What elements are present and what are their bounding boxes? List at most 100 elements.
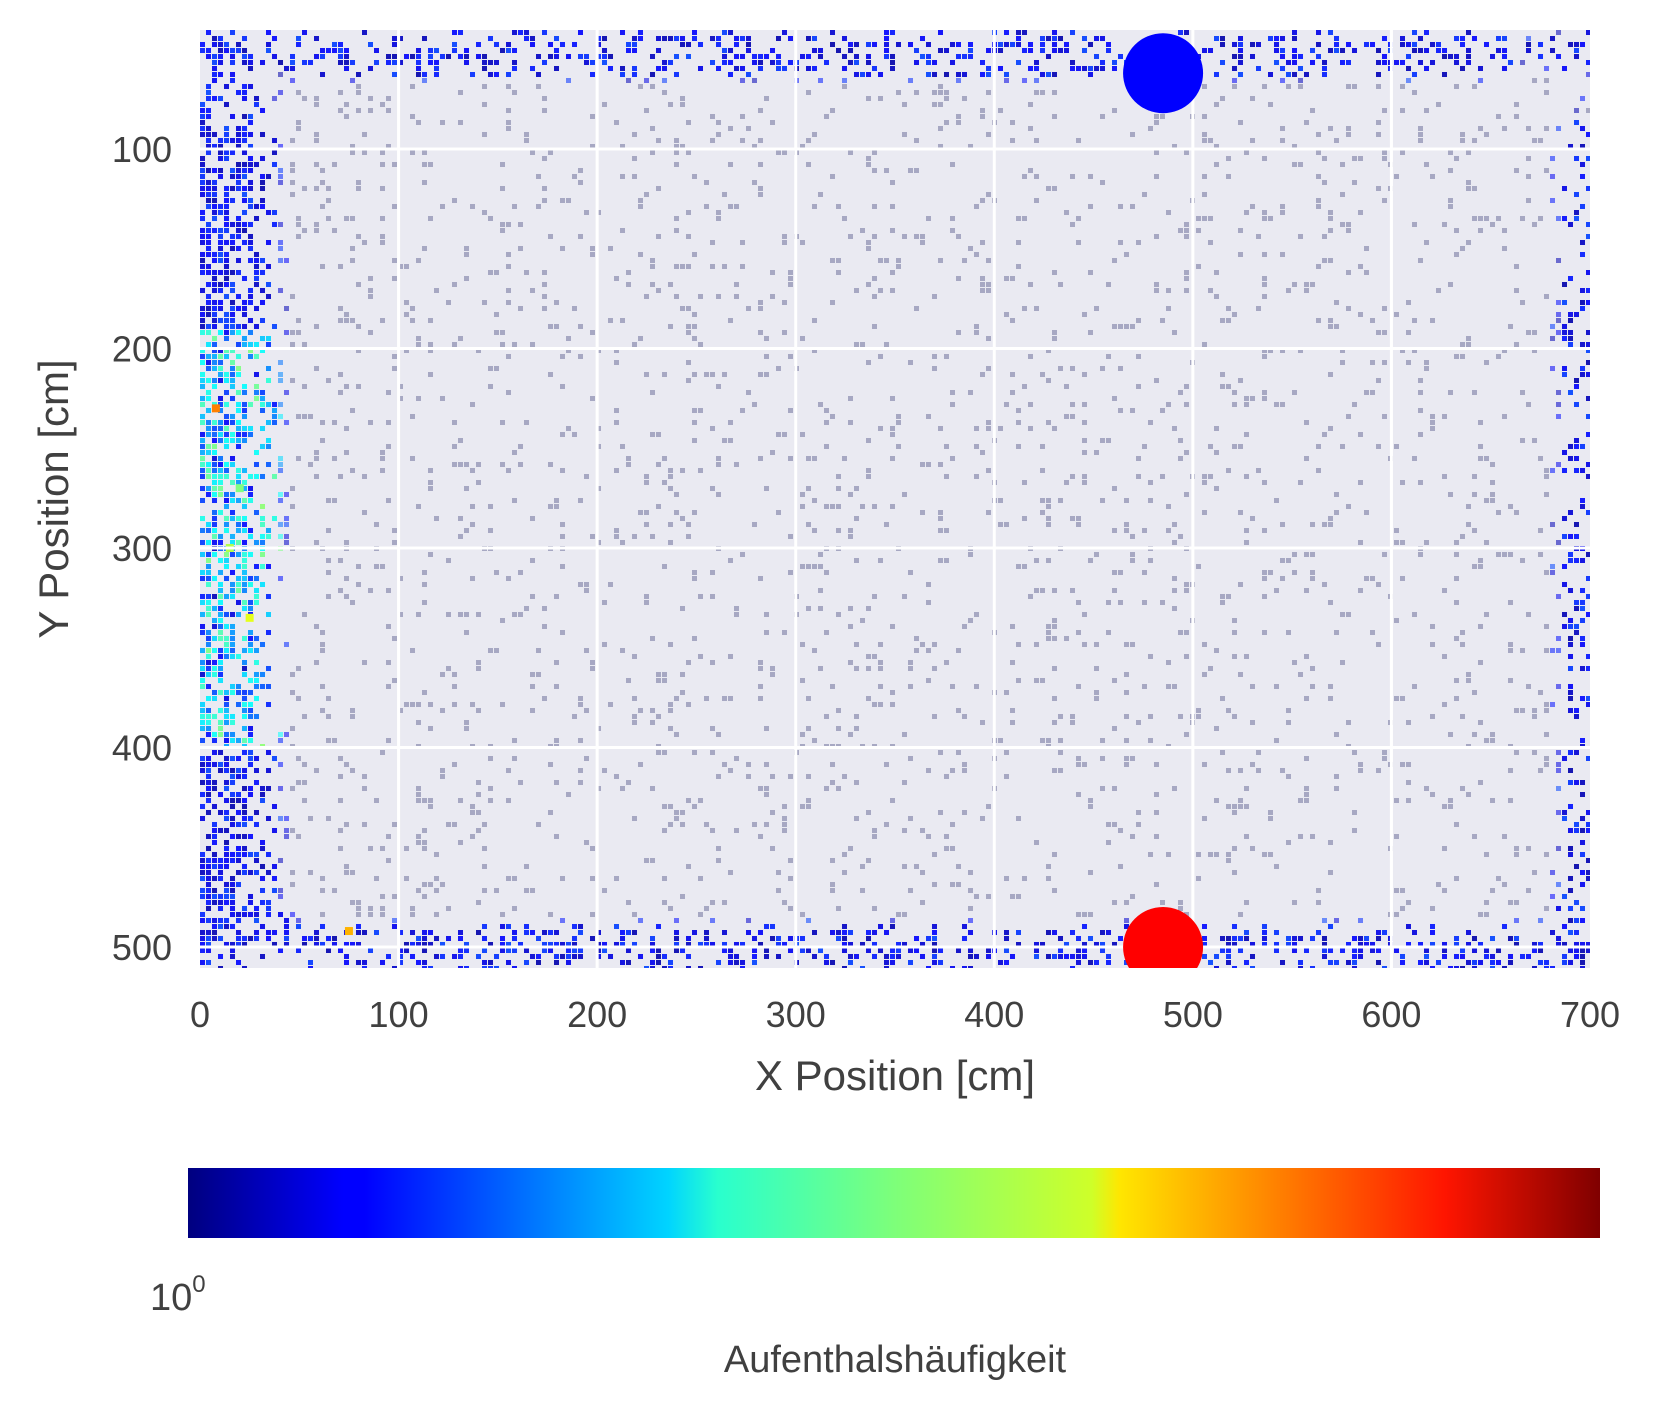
heatmap-cell bbox=[1082, 66, 1087, 71]
heatmap-cell bbox=[236, 144, 241, 149]
heatmap-cell bbox=[236, 516, 241, 521]
heatmap-cell bbox=[278, 492, 283, 497]
heatmap-cell bbox=[212, 930, 217, 935]
heatmap-cell bbox=[1316, 444, 1321, 449]
heatmap-cell bbox=[1406, 66, 1411, 71]
heatmap-cell bbox=[1544, 126, 1549, 131]
heatmap-cell bbox=[1184, 30, 1189, 35]
heatmap-cell bbox=[1244, 210, 1249, 215]
heatmap-cell bbox=[464, 630, 469, 635]
heatmap-cell bbox=[206, 462, 211, 467]
heatmap-cell bbox=[218, 420, 223, 425]
heatmap-cell bbox=[236, 846, 241, 851]
heatmap-cell bbox=[626, 930, 631, 935]
heatmap-cell bbox=[200, 648, 205, 653]
heatmap-cell bbox=[296, 834, 301, 839]
heatmap-cell bbox=[800, 144, 805, 149]
heatmap-cell bbox=[1508, 648, 1513, 653]
heatmap-cell bbox=[1538, 138, 1543, 143]
heatmap-cell bbox=[230, 510, 235, 515]
heatmap-cell bbox=[866, 72, 871, 77]
heatmap-cell bbox=[206, 600, 211, 605]
heatmap-cell bbox=[812, 348, 817, 353]
heatmap-cell bbox=[854, 558, 859, 563]
heatmap-cell bbox=[1508, 504, 1513, 509]
heatmap-cell bbox=[422, 840, 427, 845]
heatmap-cell bbox=[1508, 324, 1513, 329]
heatmap-cell bbox=[980, 72, 985, 77]
heatmap-cell bbox=[350, 768, 355, 773]
heatmap-cell bbox=[236, 480, 241, 485]
heatmap-cell bbox=[494, 366, 499, 371]
heatmap-cell bbox=[212, 534, 217, 539]
heatmap-cell bbox=[338, 264, 343, 269]
heatmap-cell bbox=[1526, 42, 1531, 47]
heatmap-cell bbox=[1424, 366, 1429, 371]
heatmap-cell bbox=[224, 642, 229, 647]
heatmap-cell bbox=[224, 444, 229, 449]
heatmap-cell bbox=[434, 516, 439, 521]
heatmap-cell bbox=[548, 150, 553, 155]
heatmap-cell bbox=[758, 54, 763, 59]
heatmap-cell bbox=[746, 762, 751, 767]
y-tick-label: 400 bbox=[112, 728, 172, 769]
heatmap-cell bbox=[200, 108, 205, 113]
heatmap-cell bbox=[236, 432, 241, 437]
heatmap-cell bbox=[1148, 498, 1153, 503]
heatmap-cell bbox=[224, 390, 229, 395]
heatmap-cell bbox=[938, 810, 943, 815]
heatmap-cell bbox=[1142, 684, 1147, 689]
heatmap-cell bbox=[266, 534, 271, 539]
heatmap-cell bbox=[218, 366, 223, 371]
heatmap-cell bbox=[248, 234, 253, 239]
heatmap-cell bbox=[404, 702, 409, 707]
heatmap-cell bbox=[380, 450, 385, 455]
heatmap-cell bbox=[224, 336, 229, 341]
heatmap-cell bbox=[1358, 762, 1363, 767]
heatmap-cell bbox=[206, 810, 211, 815]
heatmap-cell bbox=[1052, 426, 1057, 431]
heatmap-cell bbox=[1232, 804, 1237, 809]
heatmap-cell bbox=[962, 768, 967, 773]
heatmap-cell bbox=[830, 42, 835, 47]
heatmap-cell bbox=[806, 948, 811, 953]
heatmap-cell bbox=[740, 78, 745, 83]
heatmap-cell bbox=[1586, 810, 1590, 815]
heatmap-cell bbox=[1580, 666, 1585, 671]
heatmap-cell bbox=[548, 372, 553, 377]
heatmap-cell bbox=[212, 660, 217, 665]
heatmap-cell bbox=[350, 408, 355, 413]
heatmap-cell bbox=[620, 930, 625, 935]
heatmap-cell bbox=[512, 966, 517, 968]
heatmap-cell bbox=[1574, 630, 1579, 635]
heatmap-cell bbox=[1376, 330, 1381, 335]
heatmap-cell bbox=[1526, 330, 1531, 335]
heatmap-cell bbox=[1412, 684, 1417, 689]
heatmap-cell bbox=[1274, 498, 1279, 503]
heatmap-cell bbox=[1538, 552, 1543, 557]
heatmap-cell bbox=[254, 450, 259, 455]
heatmap-cell bbox=[200, 594, 205, 599]
heatmap-cell bbox=[440, 774, 445, 779]
heatmap-cell bbox=[854, 516, 859, 521]
heatmap-cell bbox=[710, 918, 715, 923]
heatmap-cell bbox=[1052, 186, 1057, 191]
heatmap-cell bbox=[896, 954, 901, 959]
heatmap-cell bbox=[656, 234, 661, 239]
heatmap-cell bbox=[272, 324, 277, 329]
heatmap-cell bbox=[1112, 324, 1117, 329]
heatmap-cell bbox=[212, 72, 217, 77]
heatmap-cell bbox=[338, 828, 343, 833]
heatmap-cell bbox=[368, 948, 373, 953]
heatmap-cell bbox=[728, 768, 733, 773]
heatmap-cell bbox=[536, 960, 541, 965]
heatmap-cell bbox=[872, 168, 877, 173]
heatmap-cell bbox=[212, 384, 217, 389]
heatmap-cell bbox=[980, 198, 985, 203]
heatmap-cell bbox=[1154, 150, 1159, 155]
heatmap-cell bbox=[1202, 84, 1207, 89]
heatmap-cell bbox=[1550, 870, 1555, 875]
heatmap-cell bbox=[1466, 930, 1471, 935]
heatmap-cell bbox=[266, 30, 271, 35]
